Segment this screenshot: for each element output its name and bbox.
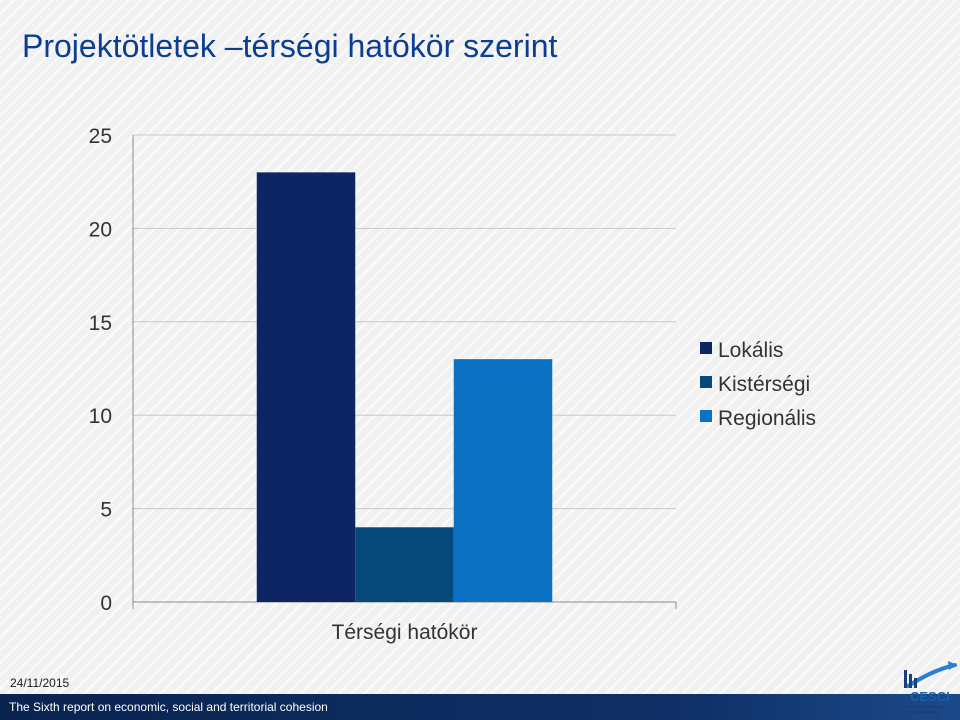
footer-text: The Sixth report on economic, social and… — [9, 700, 328, 714]
bar-lokális — [256, 172, 356, 603]
chart-legend[interactable]: Lokális Kistérségi Regionális — [700, 339, 816, 430]
chart-gridlines — [133, 134, 676, 603]
logo-tagline-line-1 — [902, 706, 944, 708]
slide-title: Projektötletek –térségi hatókör szerint — [22, 28, 558, 64]
logo-bar-1 — [904, 670, 907, 688]
y-axis-tick-labels: 0 5 10 15 20 25 — [89, 125, 112, 615]
y-tick-label: 20 — [89, 218, 112, 241]
legend-swatch — [700, 376, 712, 388]
bar-chart: 0 5 10 15 20 25 Térségi hatókör Lokális Kistér… — [89, 125, 816, 644]
logo-bar-3 — [914, 678, 917, 688]
y-tick-label: 25 — [89, 125, 112, 148]
y-tick-label: 0 — [100, 592, 112, 615]
footer-date: 24/11/2015 — [10, 676, 70, 690]
chart-bars — [256, 172, 553, 603]
y-tick-label: 15 — [89, 312, 112, 335]
legend-label: Kistérségi — [718, 373, 810, 396]
y-tick-label: 5 — [100, 499, 112, 522]
footer-bar: The Sixth report on economic, social and… — [0, 694, 960, 720]
logo-wordmark: CESCI — [910, 689, 950, 704]
x-axis: Térségi hatókör — [132, 135, 677, 644]
y-tick-label: 10 — [89, 405, 112, 428]
legend-label: Lokális — [718, 339, 783, 362]
bar-regionális — [453, 359, 553, 602]
logo-tagline-line-2 — [905, 711, 941, 713]
logo-arrowhead-icon — [948, 661, 957, 670]
legend-label: Regionális — [718, 407, 816, 430]
x-category-label: Térségi hatókör — [332, 621, 478, 644]
legend-swatch — [700, 410, 712, 422]
logo-bar-2 — [909, 674, 912, 688]
cesci-logo: CESCI — [902, 661, 957, 713]
legend-swatch — [700, 342, 712, 354]
bar-kistérségi — [355, 527, 454, 602]
